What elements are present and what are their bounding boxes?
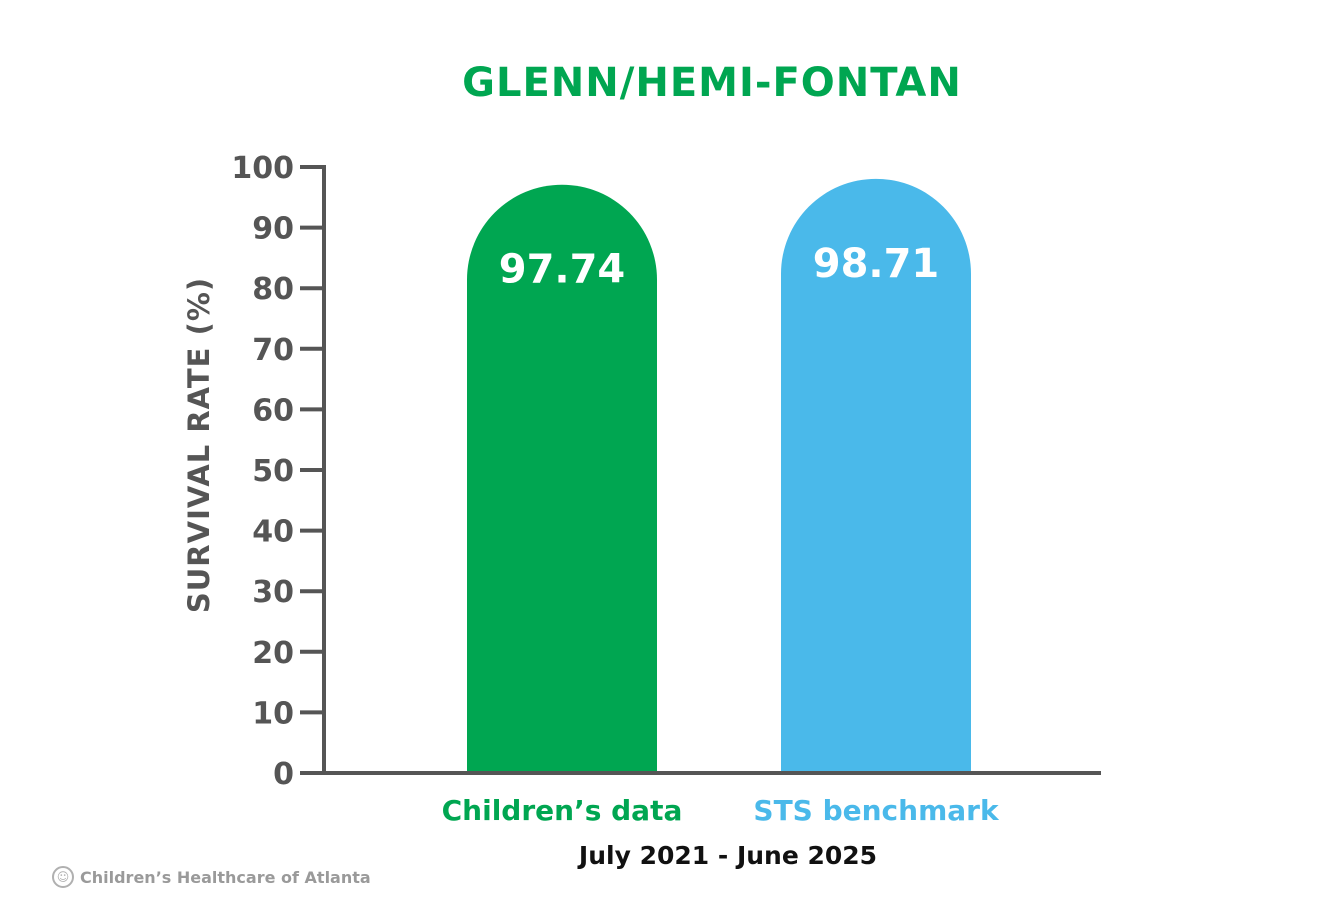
bar-value-label: 98.71 [813, 241, 940, 287]
y-tick-label: 70 [252, 333, 294, 368]
bar-2 [781, 178, 972, 773]
y-tick-label: 90 [252, 212, 294, 247]
category-label: Children’s data [442, 794, 683, 827]
footer-logo: ☺ Children’s Healthcare of Atlanta [52, 866, 371, 888]
y-axis-label: SURVIVAL RATE (%) [182, 277, 216, 613]
y-tick-label: 30 [252, 575, 294, 610]
y-tick-label: 10 [252, 696, 294, 731]
chart-title: GLENN/HEMI-FONTAN [462, 60, 962, 106]
y-tick-label: 0 [273, 757, 294, 792]
y-tick-label: 100 [231, 151, 294, 186]
bar-1 [467, 184, 657, 773]
footer-logo-text: Children’s Healthcare of Atlanta [80, 867, 371, 887]
y-tick-label: 40 [252, 515, 294, 550]
y-tick-label: 20 [252, 636, 294, 671]
y-tick-label: 50 [252, 454, 294, 489]
labels-layer: 97.74 Children’s data 98.71 STS benchmark [442, 241, 1000, 827]
x-axis-period-label: July 2021 - June 2025 [577, 841, 877, 870]
y-tick-label: 80 [252, 272, 294, 307]
bar-value-label: 97.74 [499, 247, 626, 293]
y-tick-label: 60 [252, 393, 294, 428]
bars-layer [467, 178, 972, 773]
category-label: STS benchmark [753, 794, 1000, 827]
childrens-healthcare-logo-icon: ☺ [52, 866, 74, 888]
axis-layer: 0 10 20 30 40 50 60 70 80 90 100 [231, 151, 1101, 792]
